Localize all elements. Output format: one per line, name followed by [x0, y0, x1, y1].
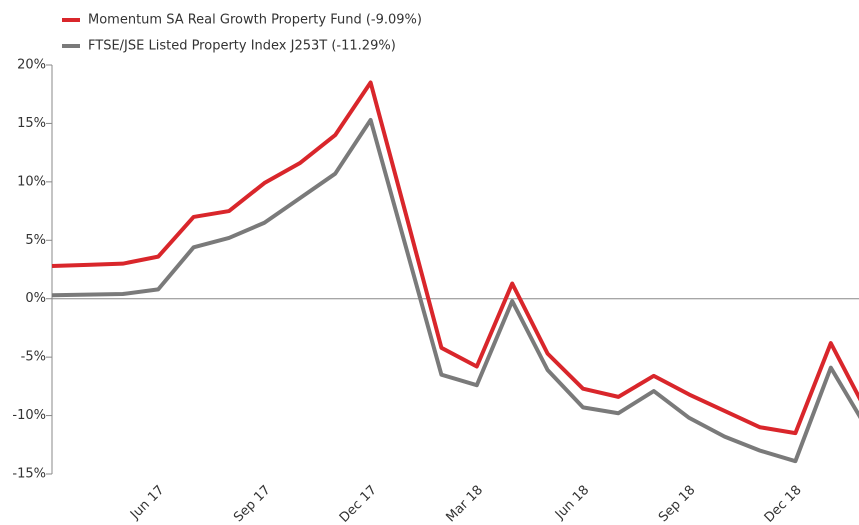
x-tick-label: Sep 18 [656, 483, 699, 525]
y-tick-label: 10% [17, 174, 46, 189]
series-line [51, 117, 859, 464]
y-tick-label: -5% [21, 350, 46, 365]
x-tick-label: Dec 17 [337, 483, 380, 525]
y-tick-label: 15% [17, 116, 46, 131]
x-tick-label: Dec 18 [762, 483, 805, 525]
x-tick-label: Jun 18 [552, 483, 592, 523]
y-tick-label: 0% [25, 291, 46, 306]
x-tick-label: Sep 17 [231, 483, 274, 525]
plot-area [51, 80, 859, 464]
x-tick-label: Mar 18 [444, 483, 487, 525]
y-tick-label: 20% [17, 58, 46, 73]
y-tick-label: -10% [12, 408, 46, 423]
legend-label: Momentum SA Real Growth Property Fund (-… [88, 13, 422, 28]
series-line [51, 80, 859, 436]
y-tick-label: 5% [25, 233, 46, 248]
y-tick-label: -15% [12, 467, 46, 482]
x-tick-label: Jun 17 [127, 483, 167, 523]
legend-label: FTSE/JSE Listed Property Index J253T (-1… [88, 39, 396, 54]
